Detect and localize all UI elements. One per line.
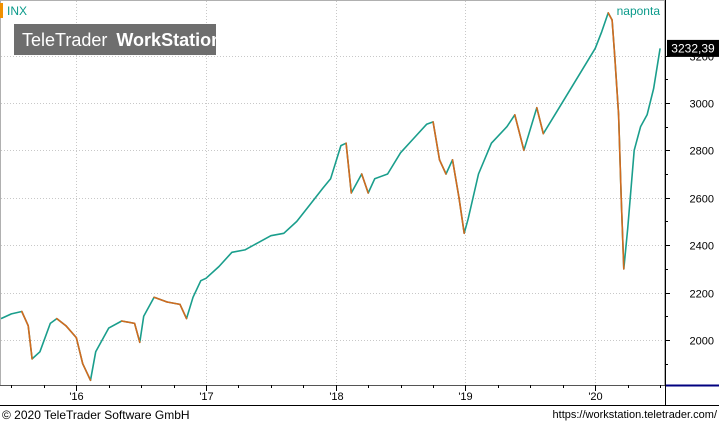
x-tick-label: '19 (458, 391, 472, 403)
series-down-segment (75, 336, 84, 365)
series-down-segment (617, 114, 623, 199)
footer: © 2020 TeleTrader Software GmbH https://… (0, 406, 719, 425)
price-series (0, 12, 661, 382)
watermark-brand: TeleTrader (22, 30, 107, 50)
series-down-segment (620, 196, 625, 270)
series-down-segment (345, 142, 353, 194)
symbol-marker (0, 3, 3, 18)
x-tick-label: '17 (199, 391, 213, 403)
series-down-segment (613, 54, 620, 116)
plot-area[interactable] (0, 0, 665, 386)
grid-lines (1, 1, 664, 385)
series-down-segment (611, 19, 616, 57)
y-tick-label: 2600 (690, 194, 714, 206)
series-down-segment (438, 159, 447, 175)
x-tick-label: '20 (588, 391, 602, 403)
y-tick-label: 2200 (690, 289, 714, 301)
series-down-segment (65, 324, 78, 339)
series-down-segment (458, 196, 466, 235)
last-value-box (667, 39, 719, 57)
watermark-product: WorkStation (116, 30, 222, 50)
copyright-text: © 2020 TeleTrader Software GmbH (2, 408, 190, 422)
series-down-segment (20, 310, 30, 327)
series-down-segment (81, 362, 92, 382)
series-down-segment (55, 317, 67, 327)
last-value-badge: 3232,39 (667, 39, 719, 57)
series-down-segment (432, 121, 441, 161)
source-url[interactable]: https://workstation.teletrader.com/ (552, 409, 717, 421)
series-down-segment (27, 324, 33, 360)
x-axis-ticks: '16 '17 '18 '19 '20 (11, 385, 661, 403)
series-down-segment (166, 301, 181, 306)
series-down-segment (360, 173, 370, 194)
y-tick-label: 3000 (690, 99, 714, 111)
series-down-segment (120, 320, 136, 325)
y-tick-label: 2000 (690, 336, 714, 348)
svg-text:TeleTrader WorkStation: TeleTrader WorkStation (22, 30, 222, 50)
series-down-segment (153, 296, 168, 303)
series-down-segment (513, 114, 525, 152)
series-down-segment (451, 159, 460, 199)
series-line (0, 12, 661, 382)
series-down-segment (179, 303, 188, 320)
series-down-segment (607, 12, 613, 21)
series-down-segment (535, 106, 545, 135)
last-value-label: 3232,39 (671, 41, 715, 55)
interval-label[interactable]: naponta (617, 4, 661, 18)
series-down-segment (133, 322, 141, 344)
x-tick-label: '16 (69, 391, 83, 403)
symbol-label[interactable]: INX (7, 4, 27, 18)
watermark: TeleTrader WorkStation (14, 24, 222, 55)
x-tick-label: '18 (329, 391, 343, 403)
y-tick-label: 2400 (690, 241, 714, 253)
y-tick-label: 2800 (690, 146, 714, 158)
watermark-box (14, 24, 216, 55)
